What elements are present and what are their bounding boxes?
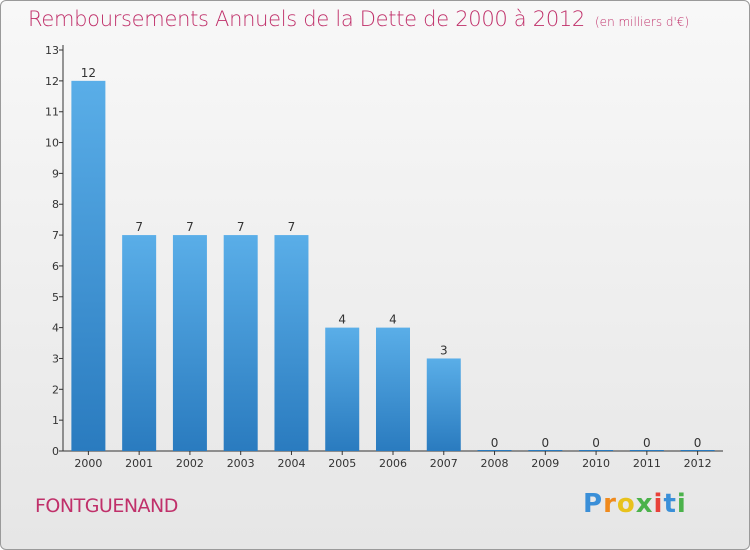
chart-unit-text: (en milliers d'€) bbox=[595, 15, 690, 29]
x-tick-label-2007: 2007 bbox=[430, 457, 458, 470]
y-tick-label: 2 bbox=[52, 383, 59, 396]
y-tick-label: 6 bbox=[52, 260, 59, 273]
y-tick-label: 1 bbox=[52, 414, 59, 427]
bar-2005 bbox=[325, 327, 360, 451]
value-label-2004: 7 bbox=[288, 220, 296, 234]
bar-2000 bbox=[71, 80, 106, 451]
x-tick-label-2000: 2000 bbox=[74, 457, 102, 470]
x-tick-label-2008: 2008 bbox=[481, 457, 509, 470]
chart-title-text: Remboursements Annuels de la Dette de 20… bbox=[28, 7, 585, 31]
value-label-2005: 4 bbox=[338, 313, 346, 327]
value-label-2002: 7 bbox=[186, 220, 194, 234]
y-tick-label: 5 bbox=[52, 291, 59, 304]
y-tick-label: 4 bbox=[52, 322, 59, 335]
bar-2006 bbox=[376, 327, 410, 451]
y-tick-label: 13 bbox=[45, 44, 59, 57]
x-tick-label-2006: 2006 bbox=[379, 457, 407, 470]
value-label-2012: 0 bbox=[694, 436, 702, 450]
y-tick-label: 12 bbox=[45, 75, 59, 88]
value-label-2010: 0 bbox=[592, 436, 600, 450]
value-label-2011: 0 bbox=[643, 436, 651, 450]
x-tick-label-2003: 2003 bbox=[227, 457, 255, 470]
bar-2003 bbox=[223, 235, 258, 451]
x-tick-label-2009: 2009 bbox=[531, 457, 559, 470]
bar-2002 bbox=[172, 235, 207, 451]
bar-2007 bbox=[426, 358, 461, 451]
value-label-2003: 7 bbox=[237, 220, 245, 234]
proxiti-logo: Proxiti bbox=[583, 489, 687, 519]
y-tick-label: 0 bbox=[52, 445, 59, 458]
value-label-2006: 4 bbox=[389, 313, 397, 327]
x-tick-label-2012: 2012 bbox=[684, 457, 712, 470]
x-tick-label-2011: 2011 bbox=[633, 457, 661, 470]
x-tick-label-2010: 2010 bbox=[582, 457, 610, 470]
y-tick-label: 11 bbox=[45, 106, 59, 119]
chart-title: Remboursements Annuels de la Dette de 20… bbox=[28, 7, 689, 31]
y-tick-label: 7 bbox=[52, 229, 59, 242]
y-tick-label: 10 bbox=[45, 137, 59, 150]
y-tick-label: 9 bbox=[52, 167, 59, 180]
commune-name: FONTGUENAND bbox=[35, 495, 178, 517]
bar-2004 bbox=[274, 235, 309, 451]
value-label-2009: 0 bbox=[541, 436, 549, 450]
y-tick-label: 3 bbox=[52, 352, 59, 365]
x-tick-label-2002: 2002 bbox=[176, 457, 204, 470]
value-label-2001: 7 bbox=[135, 220, 143, 234]
value-label-2000: 12 bbox=[81, 66, 96, 80]
value-label-2007: 3 bbox=[440, 343, 448, 357]
bar-2001 bbox=[122, 235, 157, 451]
x-tick-label-2005: 2005 bbox=[328, 457, 356, 470]
value-label-2008: 0 bbox=[491, 436, 499, 450]
y-tick-label: 8 bbox=[52, 198, 59, 211]
x-tick-label-2001: 2001 bbox=[125, 457, 153, 470]
x-tick-label-2004: 2004 bbox=[277, 457, 305, 470]
